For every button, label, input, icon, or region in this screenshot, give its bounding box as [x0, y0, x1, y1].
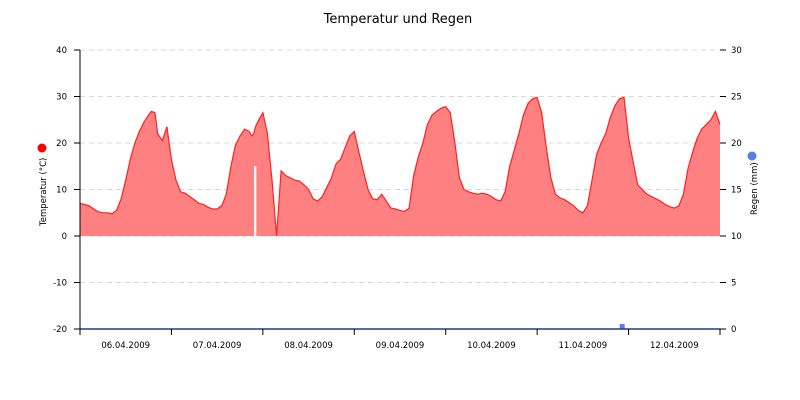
temperature-line	[79, 96, 721, 237]
y-tick-label: 0	[62, 232, 67, 242]
x-tick-label: 08.04.2009	[284, 341, 333, 351]
y2-tick-label: 30	[731, 46, 742, 56]
y2-tick-label: 15	[731, 186, 742, 196]
chart-title: Temperatur und Regen	[323, 12, 473, 27]
x-tick-label: 09.04.2009	[376, 341, 425, 351]
x-tick-label: 07.04.2009	[193, 341, 242, 351]
rain-marker	[619, 324, 625, 329]
temperature-legend-dot-icon	[37, 143, 47, 153]
y2-tick-label: 20	[731, 139, 742, 149]
rain-legend-dot-icon	[747, 151, 757, 161]
temperature-fill	[80, 97, 720, 237]
temperature-area	[79, 96, 721, 237]
left-axis-label: Temperatur (°C)	[39, 158, 49, 227]
y2-tick-label: 5	[731, 279, 736, 289]
right-axis-legend: Regen (mm)	[747, 151, 760, 215]
x-tick-label: 11.04.2009	[559, 341, 608, 351]
y-tick-label: -20	[53, 325, 67, 335]
right-y-axis-ticks: 30 25 20 15 10 5 0	[720, 46, 742, 335]
y2-tick-label: 0	[731, 325, 736, 335]
x-tick-label: 10.04.2009	[467, 341, 516, 351]
y2-tick-label: 25	[731, 93, 742, 103]
y-tick-label: 40	[56, 46, 67, 56]
y-tick-label: 10	[56, 186, 67, 196]
data-gap	[254, 166, 257, 237]
y-tick-label: 30	[56, 93, 67, 103]
left-y-axis-ticks: 40 30 20 10 0 -10 -20	[53, 46, 80, 335]
x-tick-label: 06.04.2009	[101, 341, 150, 351]
left-axis-legend: Temperatur (°C)	[37, 143, 49, 227]
x-tick-label: 12.04.2009	[650, 341, 699, 351]
rain-series	[80, 324, 720, 330]
x-axis-ticks: 06.04.2009 07.04.2009 08.04.2009 09.04.2009…	[79, 329, 721, 351]
y-tick-label: -10	[53, 279, 67, 289]
right-axis-label: Regen (mm)	[750, 162, 760, 215]
y-tick-label: 20	[56, 139, 67, 149]
y2-tick-label: 10	[731, 232, 742, 242]
